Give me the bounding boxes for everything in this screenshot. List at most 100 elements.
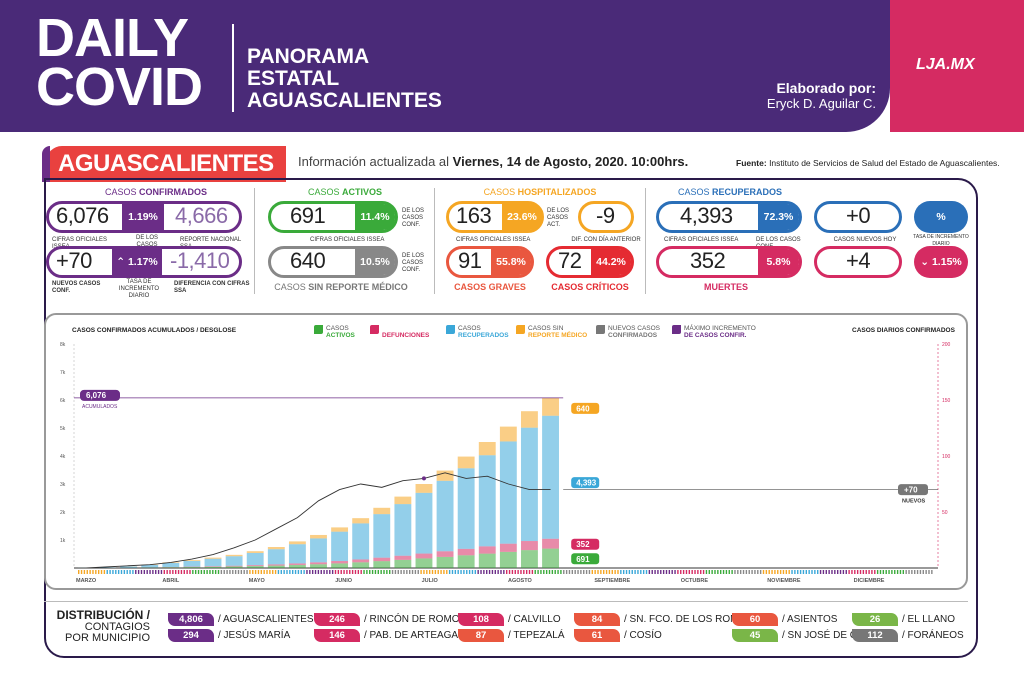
day-tick: [822, 570, 825, 574]
municipio-name: / RINCÓN DE ROMOS: [364, 613, 467, 625]
bar-segment: [499, 551, 517, 568]
day-tick: [471, 570, 474, 574]
bar-segment: [246, 552, 264, 566]
muertes-label: MUERTES: [703, 282, 748, 292]
day-tick: [160, 570, 163, 574]
bar-segment: [204, 557, 222, 559]
sin-reporte-heading: CASOS SIN REPORTE MÉDICO: [274, 282, 408, 292]
municipio-item: 84 / SN. FCO. DE LOS ROMO: [574, 612, 746, 626]
day-tick: [874, 570, 876, 574]
legend-swatch: [672, 325, 681, 334]
subtitle: PANORAMA ESTATAL AGUASCALIENTES: [247, 45, 442, 112]
day-tick: [722, 570, 725, 574]
bar-segment: [457, 456, 475, 469]
muertes-rate: ⌄ 1.15%: [914, 246, 968, 278]
muertes-new-pill: [814, 246, 902, 278]
day-tick: [617, 570, 619, 574]
legend-label: DEFUNCIONES: [382, 332, 430, 339]
day-tick: [272, 570, 274, 574]
municipio-item: 60 / ASIENTOS: [732, 612, 837, 626]
day-tick: [554, 570, 556, 574]
day-tick: [303, 570, 305, 574]
day-tick: [383, 570, 385, 574]
day-tick: [363, 570, 365, 574]
day-tick: [845, 570, 847, 574]
hosp-heading: CASOS HOSPITALIZADOS: [483, 187, 597, 197]
muertes-value: 352: [690, 248, 726, 273]
bar-segment: [267, 565, 285, 568]
label-nuevos-sub: NUEVOS: [902, 499, 926, 505]
day-tick: [297, 570, 300, 574]
day-tick: [739, 570, 742, 574]
municipio-item: 112 / FORÁNEOS: [852, 628, 964, 642]
bar-segment: [352, 562, 370, 568]
day-tick: [329, 570, 331, 574]
day-tick: [517, 570, 519, 574]
day-tick: [320, 570, 322, 574]
day-tick: [608, 570, 611, 574]
day-tick: [117, 570, 120, 574]
day-tick: [223, 570, 225, 574]
state-badge: AGUASCALIENTES: [42, 146, 286, 182]
activos-pct-label: DE LOS CASOS CONF.: [402, 208, 425, 228]
day-tick: [437, 570, 439, 574]
day-tick: [460, 570, 462, 574]
day-tick: [106, 570, 108, 574]
legend-label: MÁXIMO INCREMENTO DE CASOS CONFIR.: [684, 325, 756, 339]
x-tick-label: JULIO: [422, 578, 439, 584]
day-tick: [269, 570, 271, 574]
activos-value: 691: [290, 203, 326, 228]
muertes-new-value: +4: [846, 248, 871, 273]
acumulados-sub: ACUMULADOS: [82, 404, 118, 410]
day-tick: [349, 570, 351, 574]
day-tick: [862, 570, 865, 574]
bar-segment: [331, 531, 349, 562]
day-tick: [203, 570, 205, 574]
bar-segment: [162, 562, 180, 568]
day-tick: [802, 570, 805, 574]
day-tick: [628, 570, 631, 574]
day-tick: [166, 570, 168, 574]
bar-segment: [246, 565, 264, 567]
day-tick: [172, 570, 174, 574]
bar-segment: [331, 561, 349, 564]
x-tick-label: ABRIL: [162, 578, 179, 584]
municipio-item: 4,806 / AGUASCALIENTES: [168, 612, 314, 626]
bar-segment: [331, 527, 349, 532]
activos-heading: CASOS ACTIVOS: [307, 187, 383, 197]
day-tick: [220, 570, 223, 574]
bar-segment: [288, 563, 306, 565]
day-tick: [839, 570, 842, 574]
day-tick: [540, 570, 542, 574]
x-tick-label: NOVIEMBRE: [767, 578, 801, 584]
legend-label: NUEVOS CASOS CONFIRMADOS: [608, 325, 661, 339]
bar-segment: [246, 566, 264, 568]
day-tick: [523, 570, 525, 574]
day-tick: [197, 570, 200, 574]
municipio-count: 108: [458, 612, 504, 626]
day-tick: [742, 570, 745, 574]
criticos-label: CASOS CRÍTICOS: [551, 282, 629, 292]
day-tick: [337, 570, 340, 574]
x-tick-label: MAYO: [249, 578, 266, 584]
day-tick: [80, 570, 83, 574]
day-tick: [309, 570, 311, 574]
day-tick: [560, 570, 562, 574]
day-tick: [931, 570, 933, 574]
bar-segment: [331, 563, 349, 568]
day-tick: [814, 570, 816, 574]
chevron-up-icon: ⌃: [116, 256, 128, 268]
municipio-name: / SN JOSÉ DE G.: [782, 629, 861, 641]
recup-label: CIFRAS OFICIALES ISSEA: [664, 237, 739, 243]
day-tick: [100, 570, 103, 574]
recup-new-pill: [814, 201, 902, 233]
day-tick: [486, 570, 488, 574]
day-tick: [642, 570, 645, 574]
municipio-name: / PAB. DE ARTEAGA: [364, 629, 459, 641]
day-tick: [882, 570, 885, 574]
day-tick: [748, 570, 750, 574]
day-tick: [200, 570, 203, 574]
criticos-pct: 44.2%: [591, 249, 631, 275]
day-tick: [143, 570, 146, 574]
day-tick: [777, 570, 779, 574]
